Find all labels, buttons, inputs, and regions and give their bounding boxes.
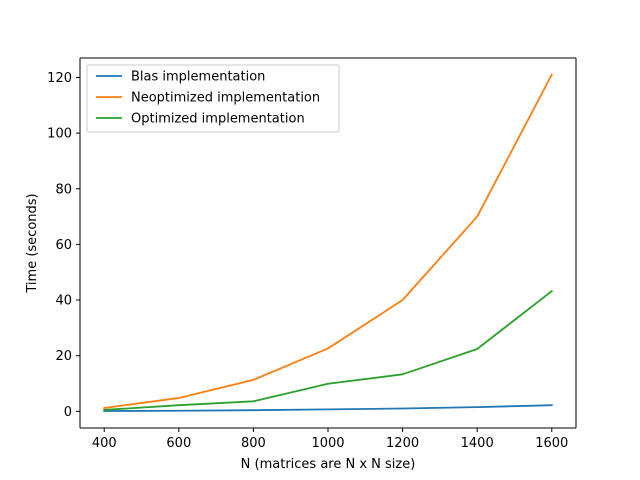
legend: Blas implementation Neoptimized implement…: [86, 64, 340, 133]
y-axis-ticks: 0 20 40 60 80 100 120: [47, 71, 80, 420]
legend-frame: [86, 64, 340, 133]
series-layer: [103, 73, 554, 412]
x-tick-label: 1000: [311, 436, 344, 451]
x-tick-label: 1600: [535, 436, 568, 451]
x-tick-label: 800: [241, 436, 266, 451]
legend-label-0: Blas implementation: [131, 70, 265, 85]
y-axis-label: Time (seconds): [25, 193, 40, 293]
series-line-0: [103, 404, 553, 412]
y-tick-label: 20: [55, 349, 72, 364]
series-line-1: [103, 73, 553, 409]
x-tick-label: 400: [92, 436, 117, 451]
series-line-2: [103, 289, 554, 411]
y-tick-label: 40: [55, 294, 72, 309]
x-tick-label: 1200: [386, 436, 419, 451]
y-tick-label: 0: [64, 405, 72, 420]
x-tick-label: 1400: [461, 436, 494, 451]
y-tick-label: 120: [47, 71, 72, 86]
y-tick-label: 100: [47, 127, 72, 142]
x-axis-ticks: 400 600 800 1000 1200 1400 1600: [92, 428, 568, 451]
y-tick-label: 60: [55, 238, 72, 253]
x-axis-label: N (matrices are N x N size): [241, 457, 416, 472]
legend-label-1: Neoptimized implementation: [131, 91, 320, 106]
legend-label-2: Optimized implementation: [131, 112, 305, 127]
x-tick-label: 600: [166, 436, 191, 451]
y-tick-label: 80: [55, 182, 72, 197]
